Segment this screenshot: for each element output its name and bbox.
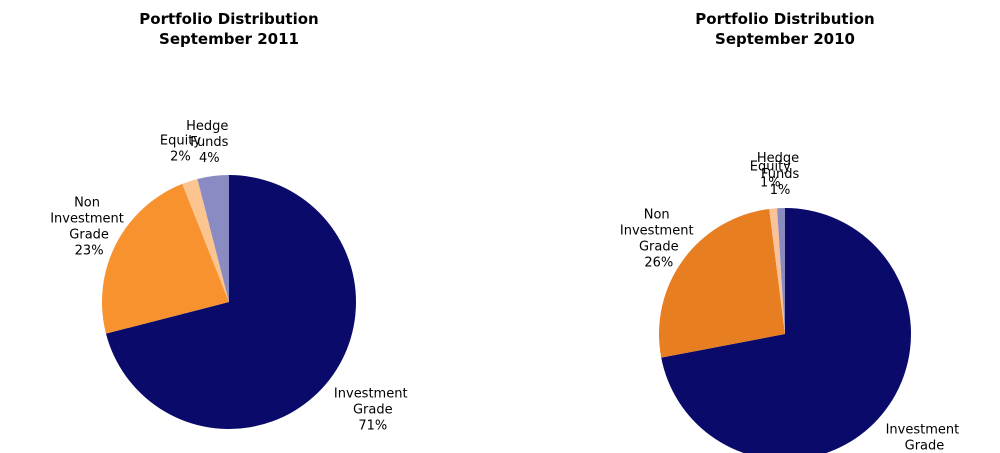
slice-label: Investment Grade [886,422,964,453]
chart-title: Portfolio Distribution [695,10,874,28]
pie-slice [777,208,785,334]
slice-value: 1% [770,183,791,198]
chart-title: Portfolio Distribution [139,10,318,28]
pie-slice [769,208,785,334]
pie-slice [661,208,911,453]
slice-value: 23% [75,244,104,259]
pie-slice [182,178,229,302]
slice-label: Investment Grade [334,387,412,418]
slice-label: Non Investment Grade [620,207,698,254]
chart-subtitle: September 2010 [715,30,855,48]
slice-value: 4% [199,151,220,166]
pie-slice [105,175,357,429]
pie-slice [659,208,785,358]
slice-label: Non Investment Grade [50,196,128,243]
slice-value: 1% [760,176,781,191]
pie-slice [101,183,229,334]
chart-subtitle: September 2011 [159,30,299,48]
slice-label: Equity [160,134,201,149]
slice-value: 2% [170,150,191,165]
slice-label: Hedge Funds [757,151,803,182]
slice-value: 26% [644,255,673,270]
slice-value: 71% [358,419,387,434]
slice-label: Hedge Funds [186,119,232,150]
slice-label: Equity [750,160,791,175]
pie-slice [197,175,229,302]
